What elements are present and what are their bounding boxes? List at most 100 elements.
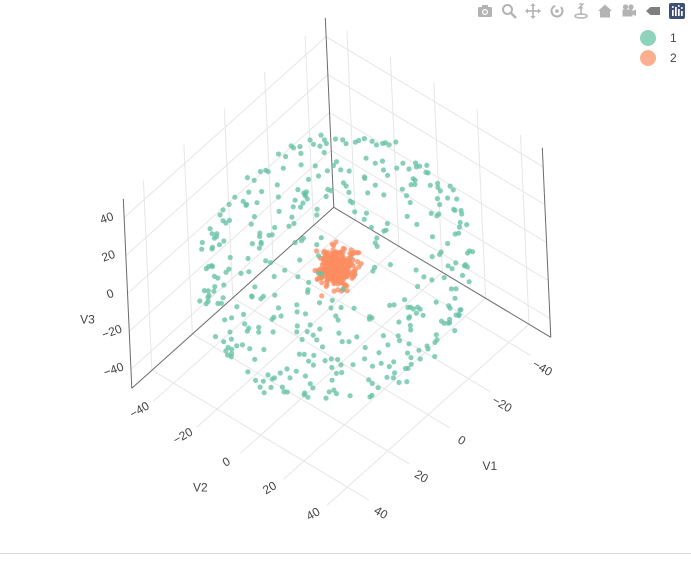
data-point-series-1: [211, 288, 217, 294]
data-point-series-1: [251, 214, 257, 220]
data-point-series-1: [302, 373, 308, 379]
plotly-logo-button[interactable]: [667, 1, 687, 21]
data-point-series-1: [392, 370, 398, 376]
data-point-series-1: [319, 271, 325, 277]
data-point-series-1: [282, 267, 288, 273]
pan-button[interactable]: [523, 1, 543, 21]
grid-line: [476, 108, 487, 299]
data-point-series-2: [344, 288, 350, 294]
data-point-series-1: [379, 158, 386, 164]
hover-toggle-button[interactable]: [643, 1, 663, 21]
data-point-series-1: [369, 363, 376, 369]
data-point-series-1: [212, 284, 218, 290]
data-point-series-1: [369, 392, 375, 398]
data-point-series-1: [449, 266, 455, 272]
save-camera-button[interactable]: [619, 1, 639, 21]
data-point-series-1: [216, 242, 223, 248]
data-point-series-1: [384, 374, 390, 380]
data-point-series-1: [229, 315, 235, 321]
data-point-series-1: [407, 322, 413, 329]
turntable-rotation-button[interactable]: [571, 1, 591, 21]
data-point-series-1: [374, 235, 380, 241]
data-point-series-1: [350, 362, 356, 368]
data-point-series-1: [260, 293, 266, 299]
data-point-series-1: [270, 329, 276, 335]
tick-label-v1: 20: [412, 467, 431, 486]
tick-label-v2: −40: [127, 399, 152, 421]
tick-label-v3: 20: [100, 247, 118, 265]
data-point-series-1: [415, 283, 421, 290]
data-point-series-1: [271, 375, 278, 381]
grid-line: [327, 74, 546, 206]
legend-marker-series-2: [640, 50, 656, 66]
data-point-series-1: [407, 314, 413, 320]
data-point-series-1: [406, 166, 412, 172]
data-point-series-1: [366, 316, 372, 322]
data-point-series-1: [222, 317, 228, 323]
data-point-series-1: [361, 174, 367, 180]
data-point-series-1: [380, 333, 386, 339]
data-point-series-1: [391, 359, 397, 365]
legend-item-series-2[interactable]: 2: [640, 48, 677, 68]
data-point-series-1: [291, 220, 297, 227]
data-point-series-1: [220, 207, 226, 213]
orbit-rotation-button[interactable]: [547, 1, 567, 21]
download-plot-button[interactable]: [475, 1, 495, 21]
data-point-series-1: [394, 165, 400, 171]
grid-line: [125, 74, 329, 256]
data-point-series-1: [283, 153, 289, 160]
data-point-series-1: [340, 137, 346, 143]
data-point-series-1: [299, 336, 305, 343]
axis-title-v2: V2: [193, 480, 208, 494]
tick-label-v1: 0: [455, 433, 468, 449]
data-point-series-1: [286, 223, 292, 229]
legend-item-series-1[interactable]: 1: [640, 28, 677, 48]
data-point-series-1: [226, 201, 232, 207]
data-point-series-1: [317, 326, 323, 332]
data-point-series-1: [274, 182, 280, 188]
data-point-series-1: [346, 189, 352, 195]
data-point-series-1: [243, 202, 249, 208]
data-point-series-1: [276, 208, 282, 214]
data-point-series-1: [363, 210, 370, 216]
reset-camera-button[interactable]: [595, 1, 615, 21]
data-point-series-1: [321, 149, 327, 156]
data-point-series-1: [381, 228, 387, 234]
tick-label-v2: 40: [304, 504, 323, 523]
tag-icon: [646, 7, 660, 15]
data-point-series-1: [307, 137, 313, 143]
data-point-series-1: [362, 344, 368, 351]
data-point-series-1: [323, 395, 329, 401]
data-point-series-1: [251, 177, 257, 183]
data-point-series-1: [421, 274, 427, 280]
tick-label-v2: −20: [170, 425, 195, 447]
data-point-series-1: [314, 337, 320, 343]
data-point-series-1: [410, 306, 416, 312]
data-point-series-1: [458, 307, 464, 313]
data-point-series-1: [261, 390, 267, 396]
data-point-series-1: [199, 239, 205, 246]
data-point-series-1: [310, 385, 316, 391]
data-point-series-1: [290, 204, 296, 210]
data-point-series-1: [384, 220, 390, 227]
data-point-series-1: [238, 270, 244, 276]
data-point-series-1: [284, 389, 290, 395]
data-point-series-1: [220, 295, 226, 301]
data-point-series-1: [395, 333, 401, 339]
data-point-series-1: [351, 305, 357, 311]
data-point-series-1: [240, 198, 246, 204]
data-point-series-1: [215, 300, 221, 307]
data-point-series-1: [310, 141, 317, 147]
data-point-series-1: [249, 241, 255, 247]
data-point-series-1: [234, 304, 240, 310]
data-point-series-1: [417, 356, 423, 362]
data-point-series-1: [354, 334, 360, 340]
zoom-button[interactable]: [499, 1, 519, 21]
data-point-series-1: [369, 380, 375, 386]
data-point-series-1: [317, 143, 323, 149]
data-point-series-1: [256, 329, 262, 335]
tick-label-v2: 20: [260, 478, 279, 497]
data-point-series-1: [249, 293, 255, 299]
